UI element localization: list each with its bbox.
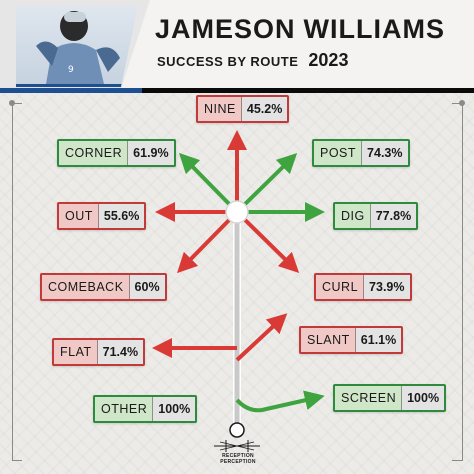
logo-text: RECEPTION PERCEPTION (220, 453, 256, 465)
route-box-screen: SCREEN 100% (333, 384, 447, 412)
route-box-other: OTHER 100% (93, 395, 198, 423)
route-box-flat: FLAT 71.4% (52, 338, 146, 366)
frame-left-line (12, 103, 13, 461)
frame-right-bottom-tick (452, 460, 462, 461)
frame-right-line (462, 103, 463, 461)
route-pct: 77.8% (370, 204, 417, 228)
route-pct: 61.1% (355, 328, 402, 352)
corner-arrow (178, 152, 239, 214)
route-name: CORNER (59, 141, 129, 165)
subtitle-row: SUCCESS BY ROUTE 2023 (157, 50, 348, 71)
route-name: POST (314, 141, 363, 165)
route-pct: 60% (129, 275, 165, 299)
header: 9 JAMESON WILLIAMS SUCCESS BY ROUTE 2023 (0, 0, 474, 92)
frame-cap (459, 100, 465, 106)
route-box-nine: NINE 45.2% (196, 95, 290, 123)
route-pct: 74.3% (362, 141, 408, 165)
route-pct: 71.4% (97, 340, 144, 364)
season-year: 2023 (308, 50, 349, 70)
route-pct: 100% (153, 397, 196, 421)
frame-cap (9, 100, 15, 106)
route-name: CURL (316, 275, 365, 299)
screen-arrow (235, 390, 325, 413)
comeback-arrow (176, 210, 239, 274)
frame-left-top-tick (12, 103, 22, 104)
route-box-curl: CURL 73.9% (314, 273, 412, 301)
route-pct: 55.6% (98, 204, 145, 228)
route-box-corner: CORNER 61.9% (57, 139, 176, 167)
route-box-dig: DIG 77.8% (333, 202, 419, 230)
route-name: OTHER (95, 397, 154, 421)
route-name: FLAT (54, 340, 98, 364)
player-photo: 9 (16, 6, 138, 87)
slant-arrow (235, 313, 288, 362)
route-box-slant: SLANT 61.1% (299, 326, 404, 354)
svg-text:9: 9 (68, 65, 74, 75)
player-first-name: JAMESON (155, 14, 296, 44)
route-name: DIG (335, 204, 371, 228)
break-point-node (225, 200, 249, 224)
player-silhouette-icon: 9 (36, 11, 120, 84)
route-name: NINE (198, 97, 242, 121)
frame-right-top-tick (452, 103, 462, 104)
route-pct: 45.2% (241, 97, 288, 121)
route-pct: 61.9% (128, 141, 174, 165)
route-pct: 73.9% (364, 275, 410, 299)
curl-arrow (235, 210, 300, 274)
route-name: SCREEN (335, 386, 403, 410)
subtitle: SUCCESS BY ROUTE (157, 54, 299, 69)
frame-left-bottom-tick (12, 460, 22, 461)
route-name: COMEBACK (42, 275, 130, 299)
start-node (229, 422, 245, 438)
route-pct: 100% (402, 386, 445, 410)
header-stripe (0, 88, 474, 93)
route-name: OUT (59, 204, 99, 228)
route-name: SLANT (301, 328, 356, 352)
title-row: JAMESON WILLIAMS (155, 14, 445, 54)
football-logo-icon (214, 440, 260, 452)
route-box-post: POST 74.3% (312, 139, 410, 167)
post-arrow (235, 152, 298, 214)
route-box-out: OUT 55.6% (57, 202, 147, 230)
route-box-comeback: COMEBACK 60% (40, 273, 167, 301)
player-last-name: WILLIAMS (303, 14, 446, 44)
